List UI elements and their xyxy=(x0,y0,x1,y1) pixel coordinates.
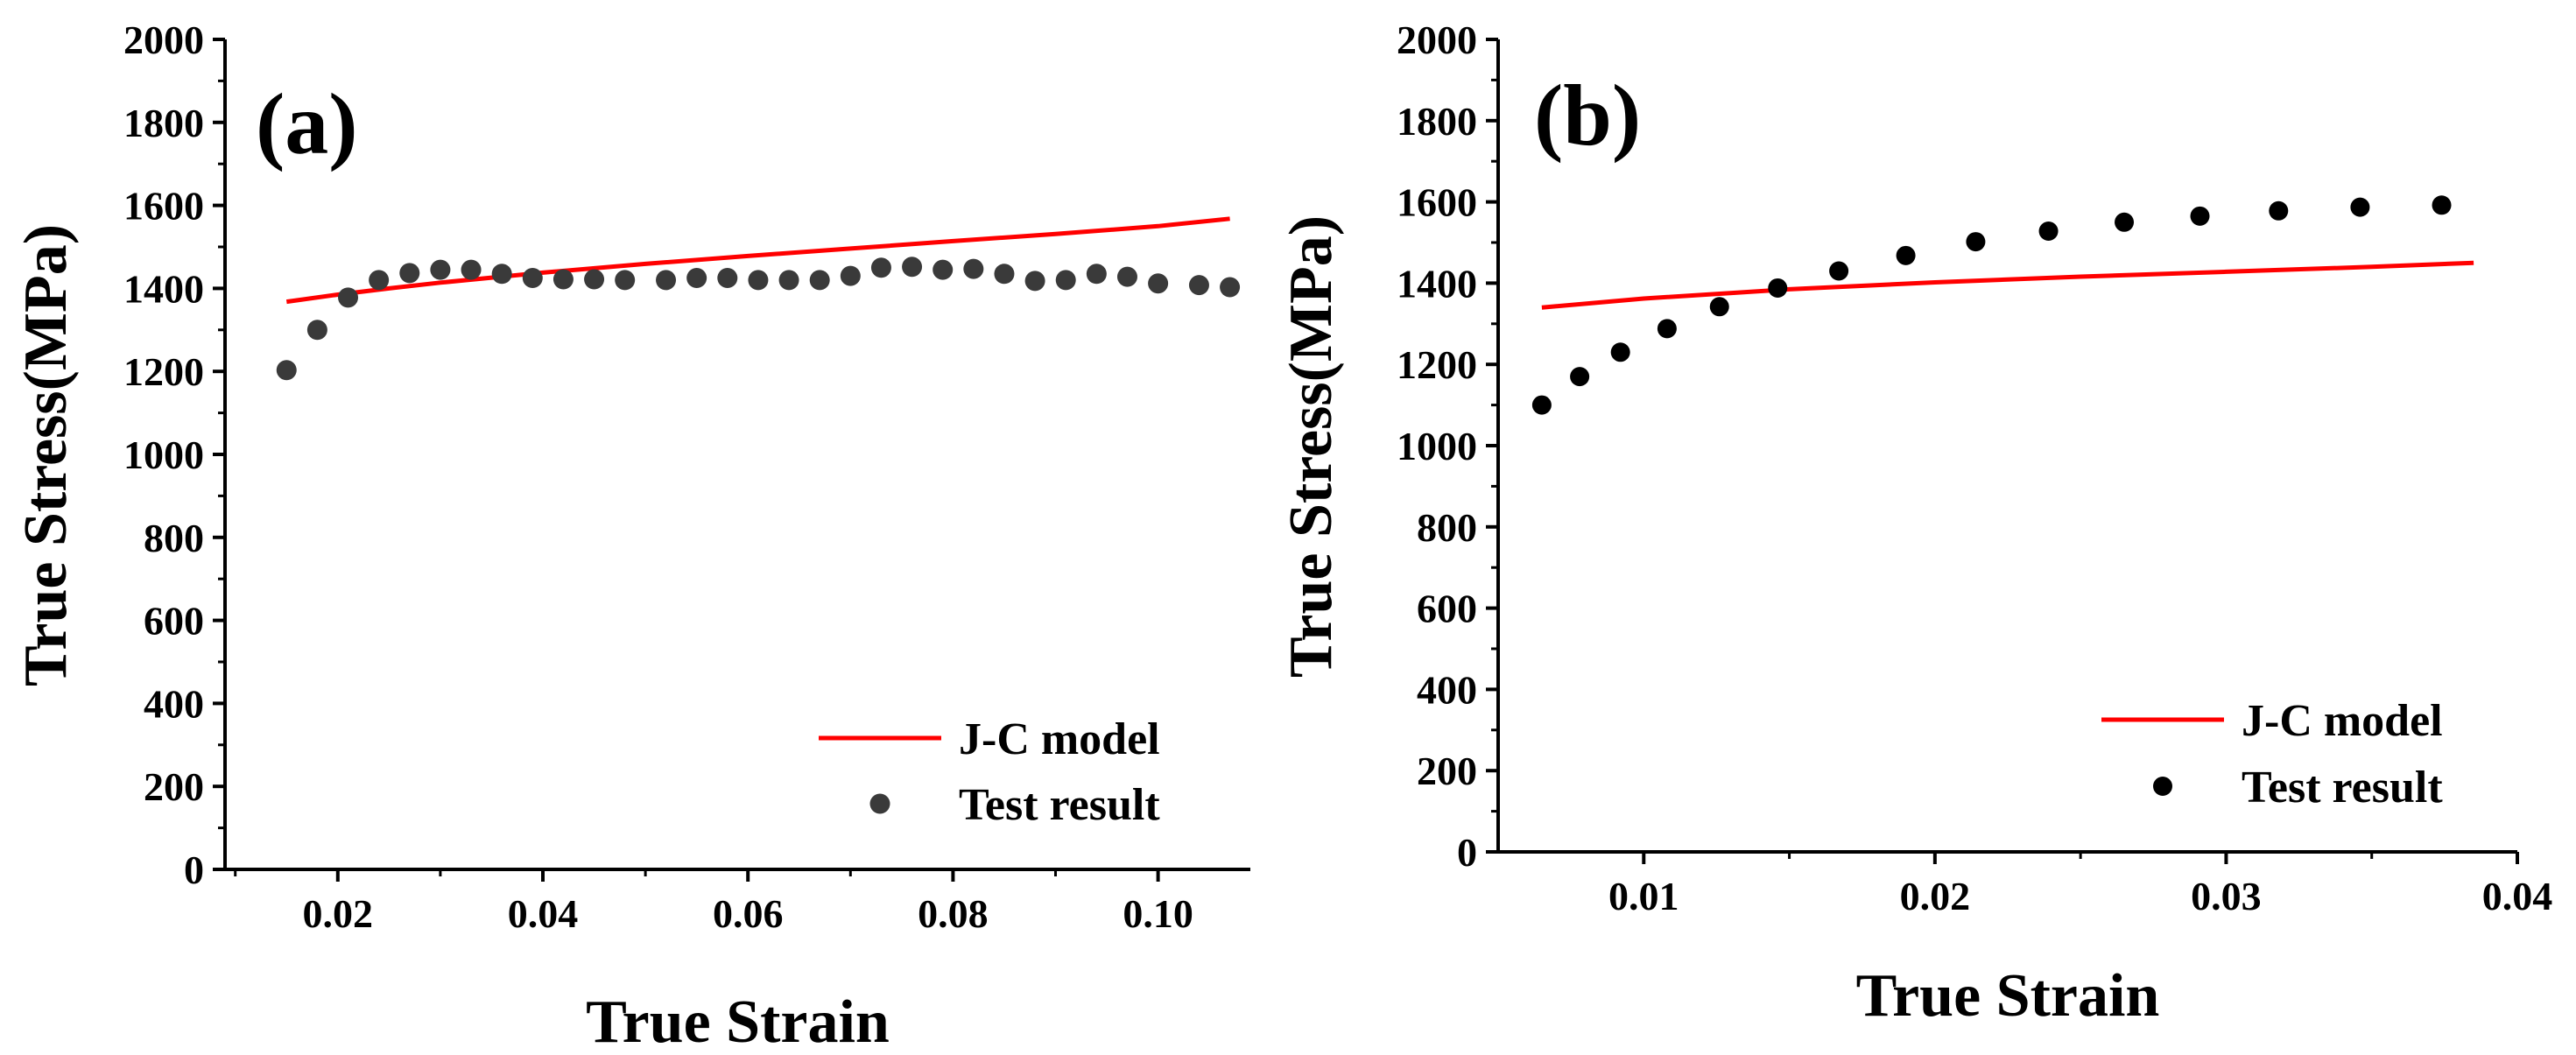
test-result-point-a xyxy=(902,257,923,278)
y-tick-label-a: 800 xyxy=(144,516,204,560)
panel-label-b: (b) xyxy=(1534,67,1641,164)
test-result-point-b xyxy=(2269,200,2289,221)
test-result-point-a xyxy=(656,270,677,291)
test-result-point-a xyxy=(717,268,738,289)
panel-a-chart: 0 200 400 600 800 1000 1200 1400 1600 1800 2000 0.0… xyxy=(12,18,1250,1055)
y-axis-title-a: True Stress(MPa) xyxy=(12,224,80,686)
test-result-point-b xyxy=(1610,342,1630,362)
legend-dot-swatch-a xyxy=(869,793,890,814)
x-tick-label-b: 0.03 xyxy=(2191,874,2262,918)
test-result-point-a xyxy=(686,268,707,289)
test-result-point-a xyxy=(748,270,769,291)
test-result-point-a xyxy=(615,270,636,291)
legend-label-jc-model-b: J-C model xyxy=(2242,696,2443,746)
test-result-point-a xyxy=(778,270,799,291)
x-tick-label-a: 0.04 xyxy=(508,891,579,936)
y-tick-label-a: 400 xyxy=(144,681,204,726)
y-tick-label-a: 600 xyxy=(144,599,204,644)
test-result-point-a xyxy=(1220,277,1241,298)
legend-label-test-result-b: Test result xyxy=(2242,763,2443,812)
y-tick-label-a: 1400 xyxy=(123,266,204,311)
test-result-point-b xyxy=(1657,319,1677,339)
test-result-point-a xyxy=(1086,264,1107,285)
test-result-point-b xyxy=(2432,195,2452,215)
y-tick-label-a: 2000 xyxy=(123,18,204,62)
y-tick-label-b: 1000 xyxy=(1397,424,1477,468)
test-result-point-a xyxy=(1055,270,1076,291)
test-result-point-a xyxy=(430,259,451,280)
test-result-point-b xyxy=(1570,367,1590,387)
panel-label-a: (a) xyxy=(256,75,358,172)
x-tick-label-a: 0.10 xyxy=(1123,891,1193,936)
test-result-point-b xyxy=(1709,297,1729,317)
test-result-point-a xyxy=(1148,273,1169,294)
test-result-point-a xyxy=(963,258,984,279)
y-tick-label-a: 1800 xyxy=(123,101,204,145)
jc-model-line-a xyxy=(285,216,1230,305)
test-result-point-b xyxy=(1531,395,1552,415)
y-tick-label-b: 1600 xyxy=(1397,180,1477,225)
y-tick-label-b: 200 xyxy=(1417,749,1477,793)
x-axis-title-b: True Strain xyxy=(1856,962,2160,1030)
legend-dot-swatch-b xyxy=(2153,777,2172,796)
y-tick-label-a: 200 xyxy=(144,764,204,809)
y-tick-label-b: 1400 xyxy=(1397,261,1477,306)
test-result-point-a xyxy=(369,270,390,291)
test-result-point-b xyxy=(1768,278,1788,298)
test-result-point-a xyxy=(491,264,512,285)
test-result-point-a xyxy=(276,360,297,381)
jc-model-line-b xyxy=(1541,260,2474,310)
test-result-point-b xyxy=(2038,222,2059,242)
test-result-point-a xyxy=(840,265,861,286)
test-result-point-a xyxy=(1116,266,1137,287)
x-tick-label-a: 0.08 xyxy=(918,891,989,936)
y-tick-label-b: 0 xyxy=(1457,830,1477,875)
y-tick-label-a: 0 xyxy=(184,848,204,892)
test-result-point-b xyxy=(1896,245,1916,265)
legend-label-jc-model-a: J-C model xyxy=(959,714,1160,764)
test-result-point-a xyxy=(461,259,482,280)
x-tick-label-a: 0.06 xyxy=(713,891,784,936)
test-result-point-a xyxy=(522,268,543,289)
y-tick-label-b: 1800 xyxy=(1397,99,1477,144)
y-tick-label-b: 2000 xyxy=(1397,18,1477,62)
test-result-point-b xyxy=(1829,261,1849,281)
test-result-point-a xyxy=(1024,271,1045,292)
test-result-point-a xyxy=(1188,275,1209,296)
x-axis-title-a: True Strain xyxy=(586,988,890,1055)
y-tick-label-a: 1600 xyxy=(123,184,204,229)
y-tick-label-b: 600 xyxy=(1417,587,1477,631)
y-tick-label-b: 1200 xyxy=(1397,342,1477,387)
test-result-point-a xyxy=(933,259,954,280)
y-axis-title-b: True Stress(MPa) xyxy=(1277,215,1345,678)
y-tick-label-a: 1200 xyxy=(123,349,204,394)
test-result-point-a xyxy=(809,270,830,291)
test-result-point-b xyxy=(2190,206,2210,226)
test-result-point-b xyxy=(2115,212,2135,232)
y-tick-label-a: 1000 xyxy=(123,433,204,477)
test-result-point-a xyxy=(870,257,891,278)
test-result-point-b xyxy=(1966,232,1986,252)
x-tick-label-b: 0.01 xyxy=(1608,874,1679,918)
test-result-point-b xyxy=(2350,197,2370,217)
test-result-point-a xyxy=(306,320,327,341)
legend-label-test-result-a: Test result xyxy=(959,780,1160,830)
y-tick-label-b: 800 xyxy=(1417,505,1477,550)
test-result-point-a xyxy=(584,269,605,290)
x-tick-label-a: 0.02 xyxy=(303,891,374,936)
x-tick-label-b: 0.04 xyxy=(2482,874,2553,918)
panel-b-chart: 0 200 400 600 800 1000 1200 1400 1600 1800 2000 0.0… xyxy=(1277,18,2552,1030)
test-result-point-a xyxy=(399,263,420,284)
test-result-point-a xyxy=(338,287,359,308)
x-tick-label-b: 0.02 xyxy=(1900,874,1971,918)
test-result-point-a xyxy=(553,269,574,290)
test-result-point-a xyxy=(994,264,1015,285)
y-tick-label-b: 400 xyxy=(1417,667,1477,712)
